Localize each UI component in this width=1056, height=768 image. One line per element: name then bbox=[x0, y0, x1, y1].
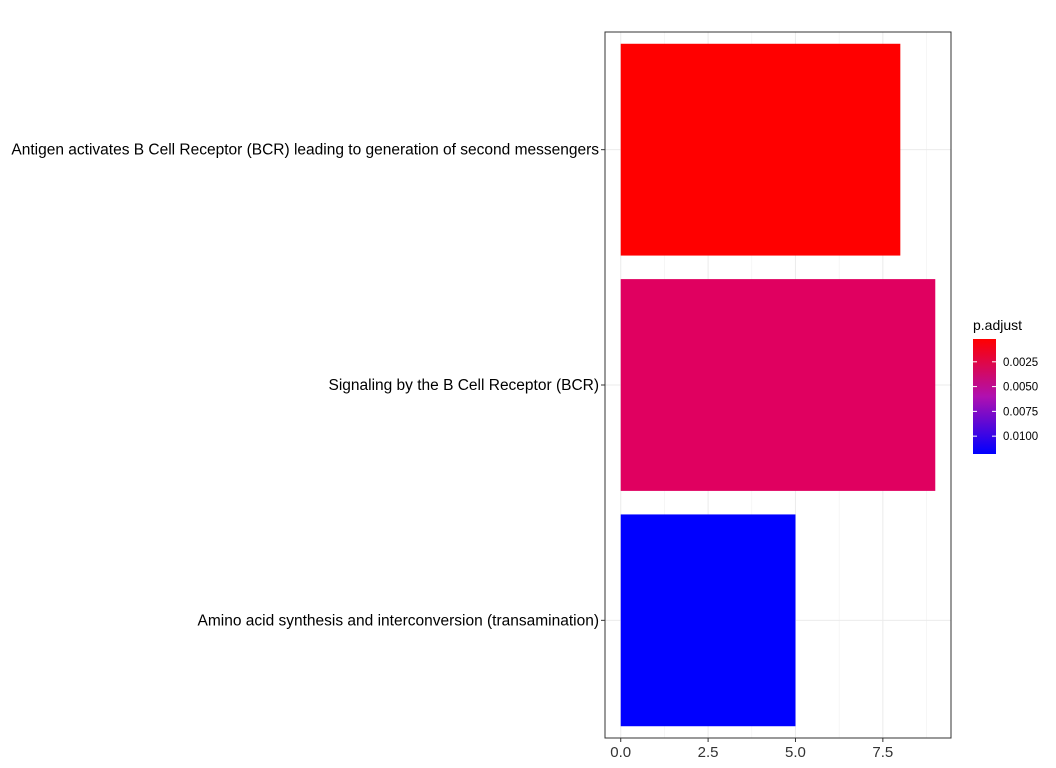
bar bbox=[620, 43, 901, 256]
x-tick-label: 0.0 bbox=[610, 744, 631, 761]
x-tick-label: 2.5 bbox=[698, 744, 719, 761]
legend-title: p.adjust bbox=[973, 317, 1022, 333]
legend-colorbar bbox=[973, 339, 996, 454]
bars-layer bbox=[620, 43, 936, 727]
legend-tick-label: 0.0050 bbox=[1003, 382, 1038, 394]
category-labels: Antigen activates B Cell Receptor (BCR) … bbox=[11, 142, 605, 629]
legend-tick-label: 0.0100 bbox=[1003, 431, 1038, 443]
category-label: Amino acid synthesis and interconversion… bbox=[198, 612, 599, 629]
color-legend: p.adjust 0.0025 0.0050 0.0075 0.0100 bbox=[973, 317, 1038, 454]
x-tick-label: 7.5 bbox=[872, 744, 893, 761]
legend-tick-label: 0.0025 bbox=[1003, 357, 1038, 369]
category-label: Antigen activates B Cell Receptor (BCR) … bbox=[11, 142, 599, 159]
x-tick-label: 5.0 bbox=[785, 744, 806, 761]
x-axis-ticks: 0.0 2.5 5.0 7.5 bbox=[610, 738, 893, 761]
bar bbox=[620, 279, 936, 491]
category-label: Signaling by the B Cell Receptor (BCR) bbox=[328, 377, 599, 394]
legend-tick-label: 0.0075 bbox=[1003, 406, 1038, 418]
bar bbox=[620, 514, 796, 727]
